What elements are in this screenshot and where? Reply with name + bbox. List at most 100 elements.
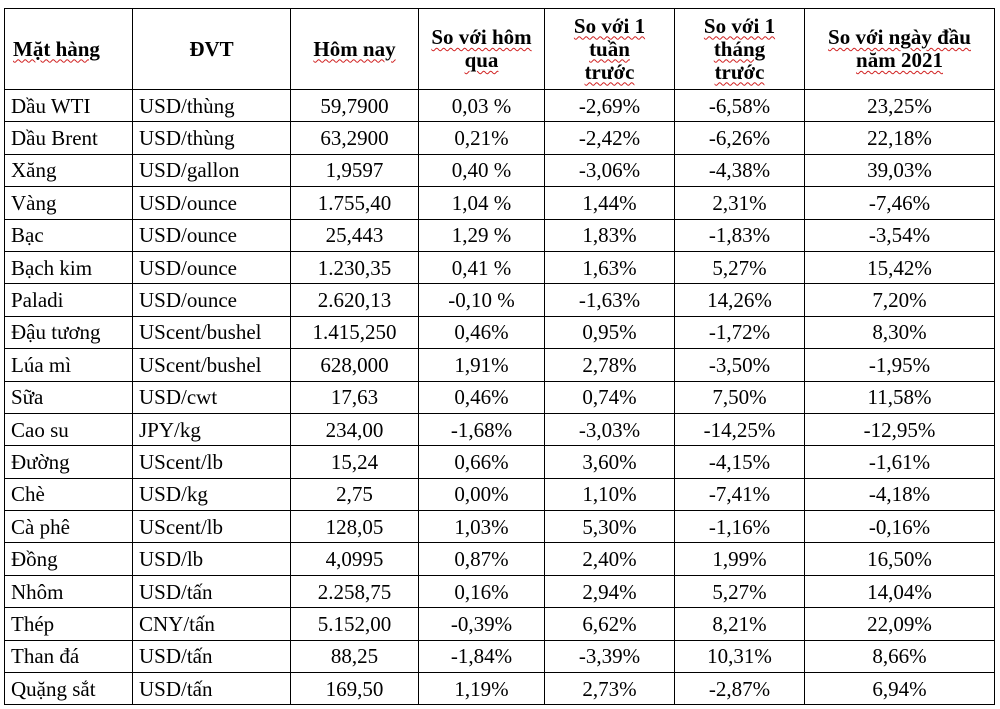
commodity-name-cell: Đồng bbox=[4, 542, 133, 576]
change-vs-1-month-cell: 14,26% bbox=[674, 283, 805, 317]
unit: USD/cwt bbox=[139, 385, 218, 410]
price-today-cell: 2.620,13 bbox=[290, 283, 419, 317]
change-vs-1-month: -6,26% bbox=[708, 126, 771, 151]
unit-cell: USD/ounce bbox=[132, 283, 291, 317]
commodity-name-cell: Chè bbox=[4, 477, 133, 512]
change-vs-yesterday-cell: 0,21% bbox=[418, 121, 545, 155]
change-vs-yesterday-cell: 0,40 % bbox=[418, 153, 545, 188]
commodity-name-cell: Nhôm bbox=[4, 574, 133, 609]
price-today-cell: 169,50 bbox=[290, 672, 419, 706]
unit-cell: USD/ounce bbox=[132, 250, 291, 285]
unit-cell: USD/gallon bbox=[132, 153, 291, 188]
change-vs-year-start-cell: -3,54% bbox=[804, 218, 995, 252]
change-vs-yesterday: 1,19% bbox=[454, 676, 509, 701]
unit: USD/gallon bbox=[139, 158, 240, 183]
change-vs-1-week-cell: 5,30% bbox=[544, 510, 675, 544]
commodity-name-cell: Quặng sắt bbox=[4, 672, 133, 706]
change-vs-1-week-cell: -2,69% bbox=[544, 88, 675, 123]
unit-cell: USD/lb bbox=[132, 542, 291, 576]
header-so-voi-1-tuan: So với 1 tuần trước bbox=[544, 8, 675, 90]
commodity-name: Paladi bbox=[11, 288, 64, 313]
unit-cell: USD/ounce bbox=[132, 218, 291, 252]
change-vs-1-week-cell: -3,39% bbox=[544, 639, 675, 674]
change-vs-year-start: 23,25% bbox=[867, 93, 932, 118]
header-so-voi-dau-nam: So với ngày đầu năm 2021 bbox=[804, 8, 995, 90]
unit-cell: USD/kg bbox=[132, 477, 291, 512]
price-today: 2,75 bbox=[336, 482, 373, 507]
price-today: 234,00 bbox=[325, 417, 384, 442]
commodity-name: Bạc bbox=[11, 223, 44, 248]
change-vs-1-month-cell: 2,31% bbox=[674, 186, 805, 220]
change-vs-year-start: 16,50% bbox=[867, 547, 932, 572]
commodity-name: Cao su bbox=[11, 417, 69, 442]
change-vs-year-start-cell: 39,03% bbox=[804, 153, 995, 188]
price-today: 1,9597 bbox=[325, 158, 384, 183]
change-vs-1-month: -14,25% bbox=[703, 417, 776, 442]
change-vs-yesterday-cell: 0,87% bbox=[418, 542, 545, 576]
commodity-name-cell: Cao su bbox=[4, 412, 133, 447]
change-vs-1-month: -7,41% bbox=[708, 482, 771, 507]
change-vs-1-week-cell: 1,10% bbox=[544, 477, 675, 512]
change-vs-1-month-cell: -4,15% bbox=[674, 445, 805, 479]
table-row: Dầu Brent USD/thùng 63,2900 0,21% -2,42% -6,2… bbox=[4, 121, 995, 155]
change-vs-year-start: 15,42% bbox=[867, 255, 932, 280]
commodity-name: Chè bbox=[11, 482, 45, 507]
price-today-cell: 59,7900 bbox=[290, 88, 419, 123]
change-vs-yesterday: 0,66% bbox=[454, 449, 509, 474]
table-row: Sữa USD/cwt 17,63 0,46% 0,74% 7,50% 11,58% bbox=[4, 380, 995, 414]
change-vs-1-week-cell: 3,60% bbox=[544, 445, 675, 479]
change-vs-yesterday: 0,21% bbox=[454, 126, 509, 151]
change-vs-1-month: 10,31% bbox=[707, 644, 772, 669]
price-today: 1.415,250 bbox=[312, 320, 397, 345]
header-dvt: ĐVT bbox=[132, 8, 291, 90]
change-vs-year-start: -12,95% bbox=[863, 417, 936, 442]
change-vs-year-start-cell: 6,94% bbox=[804, 672, 995, 706]
unit: JPY/kg bbox=[139, 417, 201, 442]
table-row: Bạc USD/ounce 25,443 1,29 % 1,83% -1,83% -3,54… bbox=[4, 218, 995, 252]
price-today: 2.258,75 bbox=[317, 579, 392, 604]
commodity-name-cell: Dầu Brent bbox=[4, 121, 133, 155]
header-mat-hang: Mặt hàng bbox=[4, 8, 133, 90]
price-today: 25,443 bbox=[325, 223, 384, 248]
header-so-voi-hom-qua: So với hôm qua bbox=[418, 8, 545, 90]
change-vs-1-month-cell: -1,72% bbox=[674, 315, 805, 350]
change-vs-year-start: -1,61% bbox=[868, 449, 931, 474]
unit: USD/ounce bbox=[139, 255, 237, 280]
commodity-name: Bạch kim bbox=[11, 255, 93, 280]
change-vs-yesterday-cell: 1,03% bbox=[418, 510, 545, 544]
change-vs-yesterday: 0,40 % bbox=[451, 158, 512, 183]
commodity-name-cell: Bạc bbox=[4, 218, 133, 252]
header-text: So với 1 tuần trước bbox=[573, 13, 646, 84]
change-vs-year-start-cell: 22,09% bbox=[804, 607, 995, 641]
table-row: Nhôm USD/tấn 2.258,75 0,16% 2,94% 5,27% 14,04% bbox=[4, 574, 995, 609]
table-row: Than đá USD/tấn 88,25 -1,84% -3,39% 10,31% 8,6… bbox=[4, 639, 995, 674]
change-vs-1-month: 1,99% bbox=[712, 547, 767, 572]
unit-cell: UScent/lb bbox=[132, 510, 291, 544]
commodity-price-table-wrapper: Mặt hàng ĐVT Hôm nay So với hôm qua So v… bbox=[4, 8, 995, 706]
change-vs-1-week-cell: -1,63% bbox=[544, 283, 675, 317]
change-vs-year-start: -1,95% bbox=[868, 352, 931, 377]
change-vs-1-week: 1,83% bbox=[582, 223, 637, 248]
commodity-name-cell: Dầu WTI bbox=[4, 88, 133, 123]
change-vs-1-month-cell: -3,50% bbox=[674, 348, 805, 382]
commodity-name: Sữa bbox=[11, 385, 44, 410]
commodity-name: Dầu Brent bbox=[11, 126, 98, 151]
unit-cell: USD/cwt bbox=[132, 380, 291, 414]
change-vs-1-week-cell: 2,78% bbox=[544, 348, 675, 382]
commodity-name-cell: Xăng bbox=[4, 153, 133, 188]
commodity-name: Dầu WTI bbox=[11, 93, 91, 118]
change-vs-yesterday: 0,46% bbox=[454, 320, 509, 345]
unit-cell: UScent/bushel bbox=[132, 348, 291, 382]
change-vs-year-start-cell: -1,95% bbox=[804, 348, 995, 382]
change-vs-1-week-cell: -2,42% bbox=[544, 121, 675, 155]
change-vs-1-week-cell: 6,62% bbox=[544, 607, 675, 641]
change-vs-yesterday: 0,87% bbox=[454, 547, 509, 572]
commodity-name: Đồng bbox=[11, 547, 58, 572]
change-vs-1-month-cell: 5,27% bbox=[674, 574, 805, 609]
unit: USD/thùng bbox=[139, 126, 235, 151]
change-vs-yesterday: 0,41 % bbox=[451, 255, 512, 280]
unit-cell: USD/thùng bbox=[132, 121, 291, 155]
table-row: Cao su JPY/kg 234,00 -1,68% -3,03% -14,25% -12… bbox=[4, 412, 995, 447]
change-vs-year-start-cell: 15,42% bbox=[804, 250, 995, 285]
change-vs-1-week: 3,60% bbox=[582, 449, 637, 474]
